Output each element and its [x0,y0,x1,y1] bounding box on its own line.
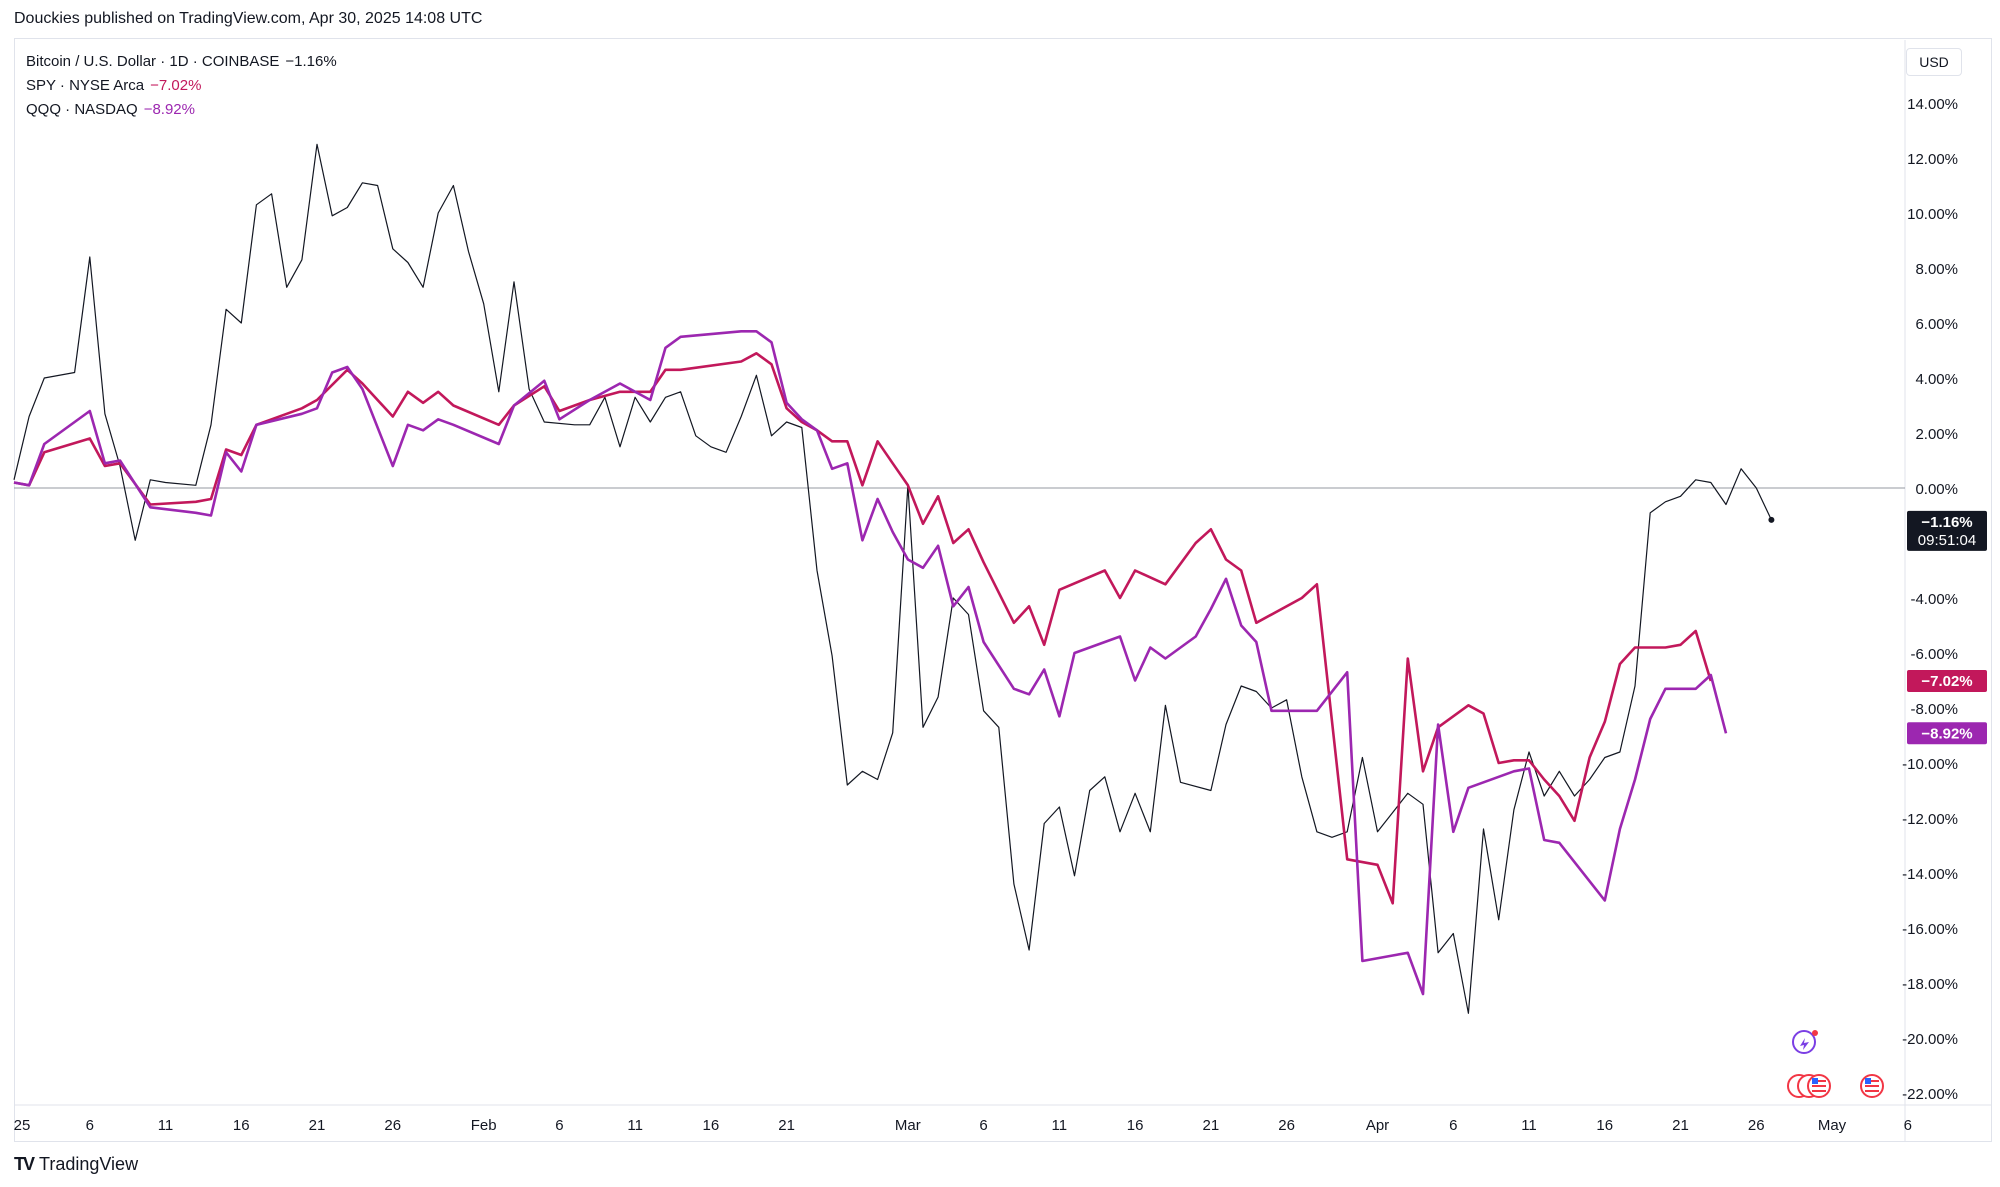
y-tick-label: 4.00% [1915,371,1958,388]
x-tick-label: 16 [1127,1117,1144,1134]
currency-selector[interactable]: USD [1906,48,1962,76]
footer: TV TradingView [14,1154,138,1175]
x-tick-label: Mar [895,1117,921,1134]
spy-price-badge-text: −7.02% [1921,673,1972,690]
series-line-qqq [13,330,1728,996]
us-flag-event-icon[interactable] [1860,1074,1884,1098]
y-tick-label: -10.00% [1902,756,1958,773]
y-tick-label: 14.00% [1907,96,1958,113]
legend-change: −1.16% [285,53,337,70]
qqq-price-badge-text: −8.92% [1921,725,1972,742]
series-line-btc [13,143,1772,1014]
btc-price-badge [1907,510,1987,551]
x-tick-label: 11 [158,1117,174,1134]
x-tick-label: 11 [627,1117,643,1134]
legend: Bitcoin / U.S. Dollar · 1D · COINBASE −1.… [26,50,337,122]
y-tick-label: -22.00% [1902,1086,1958,1103]
x-tick-label: 16 [233,1117,250,1134]
qqq-price-badge [1907,722,1987,745]
x-tick-label: 21 [309,1117,326,1134]
x-tick-label: 26 [384,1117,401,1134]
legend-item-btc[interactable]: Bitcoin / U.S. Dollar · 1D · COINBASE −1.… [26,50,337,74]
series-line-spy [13,352,1713,905]
event-icons [1787,1030,1884,1098]
legend-change: −8.92% [143,101,195,118]
y-tick-label: -4.00% [1910,591,1958,608]
legend-item-qqq[interactable]: QQQ · NASDAQ −8.92% [26,98,337,122]
x-tick-label: 6 [1904,1117,1912,1134]
x-tick-label: 21 [1203,1117,1220,1134]
y-tick-label: -18.00% [1902,976,1958,993]
footer-brand: TradingView [39,1154,139,1174]
x-tick-label: Apr [1366,1117,1389,1134]
legend-item-spy[interactable]: SPY · NYSE Arca −7.02% [26,74,337,98]
us-flag-events-icon[interactable] [1787,1074,1831,1098]
y-tick-label: 6.00% [1915,316,1958,333]
y-tick-label: -20.00% [1902,1031,1958,1048]
y-tick-label: -12.00% [1902,811,1958,828]
y-tick-label: -6.00% [1910,646,1958,663]
legend-label: Bitcoin / U.S. Dollar · 1D · COINBASE [26,53,280,70]
x-tick-label: 21 [778,1117,795,1134]
y-tick-label: 10.00% [1907,206,1958,223]
x-tick-label: 6 [979,1117,987,1134]
x-tick-label: 26 [1748,1117,1765,1134]
y-tick-label: 8.00% [1915,261,1958,278]
x-tick-label: 6 [1449,1117,1457,1134]
y-tick-label: -16.00% [1902,921,1958,938]
bottom-icons [1784,1030,1884,1105]
x-tick-label: Feb [471,1117,497,1134]
ai-sparkle-icon[interactable] [1792,1030,1818,1054]
x-tick-label: 6 [86,1117,94,1134]
spy-price-badge [1907,670,1987,693]
x-tick-label: 6 [555,1117,563,1134]
btc-price-badge-text: −1.16% [1921,514,1972,531]
x-tick-label: May [1818,1117,1847,1134]
chart-frame [14,38,1992,1142]
y-tick-label: 12.00% [1907,151,1958,168]
x-tick-label: 11 [1521,1117,1537,1134]
x-tick-label: 21 [1672,1117,1689,1134]
tradingview-logo-icon[interactable]: TV [14,1154,35,1174]
x-tick-label: 16 [703,1117,720,1134]
y-tick-label: 2.00% [1915,426,1958,443]
y-tick-label: 0.00% [1915,481,1958,498]
legend-label: QQQ · NASDAQ [26,101,138,118]
x-tick-label: 11 [1052,1117,1068,1134]
legend-change: −7.02% [150,77,202,94]
legend-label: SPY · NYSE Arca [26,77,145,94]
published-header: Douckies published on TradingView.com, A… [14,10,483,27]
x-tick-label: 26 [1278,1117,1295,1134]
y-tick-label: -8.00% [1910,701,1958,718]
last-point-marker [1768,516,1775,523]
x-tick-label: 25 [14,1117,31,1134]
btc-price-badge-text: 09:51:04 [1918,532,1976,549]
x-tick-label: 16 [1596,1117,1613,1134]
y-tick-label: -14.00% [1902,866,1958,883]
